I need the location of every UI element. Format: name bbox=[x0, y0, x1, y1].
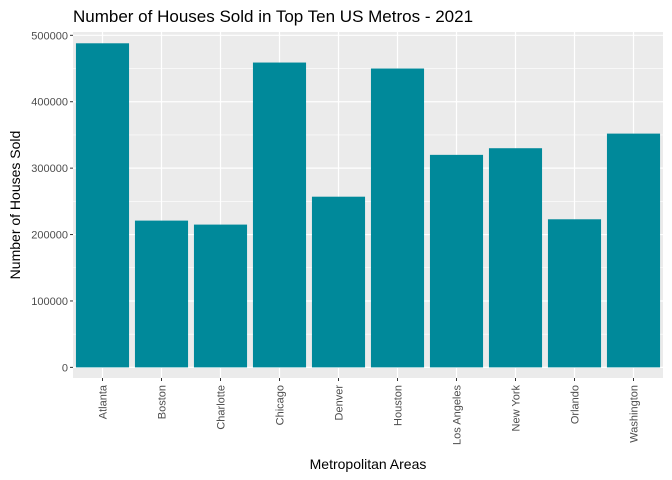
bar-denver bbox=[311, 196, 366, 368]
x-tick-label: Houston bbox=[393, 385, 405, 426]
y-axis: 0 100000 200000 300000 400000 500000 bbox=[31, 30, 73, 374]
x-tick-label: Washington bbox=[629, 385, 641, 443]
y-tick-label: 200000 bbox=[31, 230, 68, 242]
x-tick-label: New York bbox=[511, 385, 523, 432]
y-tick-label: 300000 bbox=[31, 163, 68, 175]
y-tick-label: 100000 bbox=[31, 296, 68, 308]
bar-chicago bbox=[252, 62, 307, 368]
chart-title: Number of Houses Sold in Top Ten US Metr… bbox=[73, 7, 473, 26]
bars bbox=[75, 43, 661, 368]
x-tick-label: Orlando bbox=[570, 385, 582, 424]
x-tick-label: Atlanta bbox=[98, 384, 110, 419]
bar-charlotte bbox=[193, 224, 248, 368]
y-tick-label: 0 bbox=[62, 362, 68, 374]
bar-boston bbox=[134, 220, 189, 368]
y-axis-title: Number of Houses Sold bbox=[7, 131, 23, 280]
bar-los-angeles bbox=[429, 154, 484, 368]
y-tick-label: 400000 bbox=[31, 97, 68, 109]
x-axis: Atlanta Boston Charlotte Chicago Denver Houst… bbox=[98, 378, 641, 445]
x-tick-label: Chicago bbox=[275, 385, 287, 425]
x-tick-label: Charlotte bbox=[216, 385, 228, 430]
bar-washington bbox=[606, 133, 661, 368]
x-axis-title: Metropolitan Areas bbox=[310, 456, 427, 472]
x-tick-label: Denver bbox=[334, 385, 346, 421]
bar-atlanta bbox=[75, 43, 130, 368]
bar-new-york bbox=[488, 148, 543, 368]
bar-houston bbox=[370, 68, 425, 368]
x-tick-label: Los Angeles bbox=[452, 385, 464, 445]
bar-orlando bbox=[547, 219, 602, 368]
y-tick-label: 500000 bbox=[31, 30, 68, 42]
x-tick-label: Boston bbox=[157, 385, 169, 419]
